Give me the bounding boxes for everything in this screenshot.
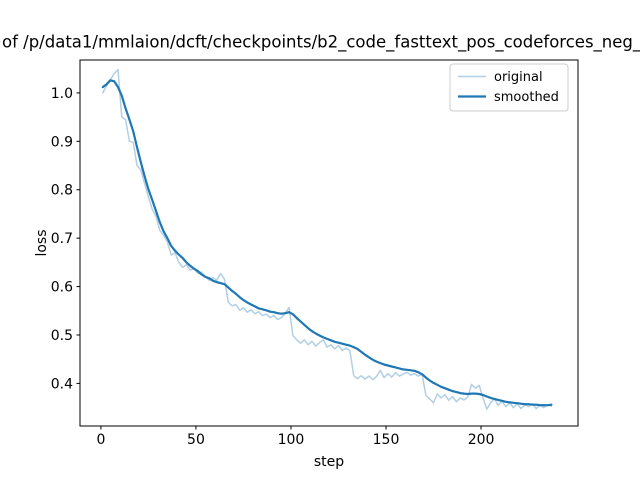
x-axis-tick-label: 100 xyxy=(278,432,305,448)
y-axis-label: loss xyxy=(34,229,50,256)
x-axis-tick-label: 50 xyxy=(187,432,205,448)
x-axis-tick-label: 200 xyxy=(468,432,495,448)
y-axis-tick-label: 1.0 xyxy=(51,86,73,102)
y-axis-tick-label: 0.6 xyxy=(51,280,73,296)
legend-smoothed-label: smoothed xyxy=(494,90,559,105)
x-axis-tick-label: 0 xyxy=(96,432,105,448)
x-axis-label: step xyxy=(314,454,344,470)
chart-title: of /p/data1/mmlaion/dcft/checkpoints/b2_… xyxy=(2,33,640,53)
y-axis-tick-label: 0.5 xyxy=(51,328,73,344)
legend: original smoothed xyxy=(449,63,569,112)
y-axis-tick-label: 0.4 xyxy=(51,376,73,392)
y-axis-tick-label: 0.7 xyxy=(51,231,73,247)
legend-original-label: original xyxy=(494,70,543,85)
ticks-layer: 0 50 100 150 200 0.4 0.5 0.6 0.7 0.8 0.9 1.0 xyxy=(51,86,495,448)
x-axis-tick-label: 150 xyxy=(373,432,400,448)
y-axis-tick-label: 0.8 xyxy=(51,183,73,199)
series-original-line xyxy=(102,68,553,410)
series-layer xyxy=(101,68,553,410)
plot-area-spines xyxy=(79,59,579,427)
y-axis-tick-label: 0.9 xyxy=(51,134,73,150)
series-smoothed-line xyxy=(101,79,553,407)
